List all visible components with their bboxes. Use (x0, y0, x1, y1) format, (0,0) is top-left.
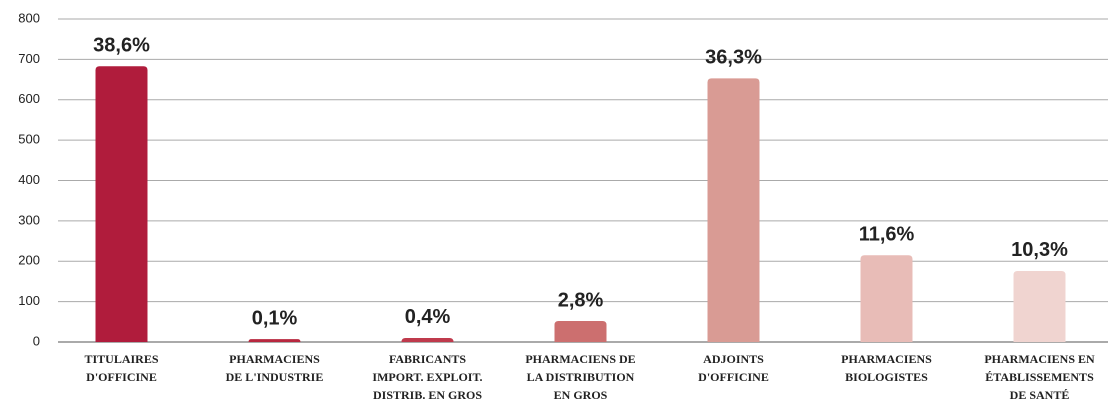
share-label: 36,3% (705, 47, 762, 69)
x-tick-label: DISTRIB. EN GROS (373, 388, 482, 402)
y-tick-label: 800 (18, 10, 40, 25)
x-tick-label: D'OFFICINE (86, 370, 157, 384)
x-tick-label: PHARMACIENS (229, 352, 320, 366)
x-tick-label: PHARMACIENS (841, 352, 932, 366)
y-tick-label: 500 (18, 132, 40, 147)
x-tick-label: EN GROS (554, 388, 608, 402)
x-tick-label: D'OFFICINE (698, 370, 769, 384)
x-tick-label: DE L'INDUSTRIE (226, 370, 324, 384)
x-tick-label: IMPORT. EXPLOIT. (372, 370, 482, 384)
y-tick-label: 100 (18, 293, 40, 308)
share-label: 0,4% (405, 306, 451, 328)
bar (248, 339, 301, 342)
bar (401, 337, 454, 342)
x-tick-label: BIOLOGISTES (845, 370, 928, 384)
bar (95, 66, 148, 343)
x-tick-label: PHARMACIENS DE (525, 352, 635, 366)
x-tick-label: ÉTABLISSEMENTS (985, 370, 1094, 384)
x-tick-label: FABRICANTS (389, 352, 466, 366)
x-tick-label: DE SANTÉ (1010, 388, 1070, 402)
share-label: 38,6% (93, 35, 150, 57)
y-tick-label: 200 (18, 253, 40, 268)
x-tick-label: TITULAIRES (84, 352, 158, 366)
y-tick-label: 700 (18, 51, 40, 66)
x-tick-label: LA DISTRIBUTION (527, 370, 635, 384)
y-tick-label: 0 (33, 333, 40, 348)
y-tick-label: 400 (18, 172, 40, 187)
bar (707, 78, 760, 342)
x-tick-label: PHARMACIENS EN (984, 352, 1095, 366)
bar (554, 321, 607, 342)
share-label: 10,3% (1011, 239, 1068, 261)
share-label: 2,8% (558, 289, 604, 311)
bar (1013, 270, 1066, 342)
share-label: 11,6% (859, 223, 915, 245)
x-tick-label: ADJOINTS (703, 352, 764, 366)
y-tick-label: 600 (18, 91, 40, 106)
bar (860, 255, 913, 342)
y-tick-label: 300 (18, 212, 40, 227)
share-label: 0,1% (252, 307, 298, 329)
